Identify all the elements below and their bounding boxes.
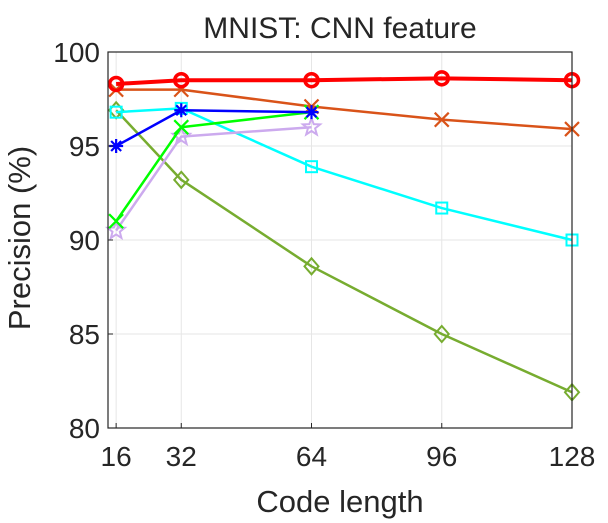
data-point — [433, 111, 450, 128]
series-line — [116, 76, 573, 86]
tick-layer: 16 32 64 96 128 80 85 90 95 100 — [53, 37, 595, 472]
data-point — [304, 105, 319, 120]
data-point — [435, 201, 449, 215]
series-line — [115, 109, 573, 394]
series-0 — [107, 100, 581, 402]
chart-title: MNIST: CNN feature — [203, 12, 476, 45]
series-1 — [109, 101, 579, 247]
data-point — [303, 256, 320, 276]
data-point — [433, 324, 451, 344]
x-tick-label: 32 — [166, 441, 197, 472]
data-point — [172, 170, 190, 190]
x-axis-label: Code length — [256, 484, 423, 519]
data-point — [305, 160, 319, 174]
series-layer — [104, 70, 581, 402]
data-point — [300, 115, 323, 137]
y-tick-label: 80 — [69, 413, 100, 444]
data-point — [173, 119, 190, 135]
data-point — [107, 75, 125, 93]
x-tick-label: 64 — [296, 441, 327, 472]
data-point — [109, 139, 124, 153]
series-line — [115, 125, 312, 232]
x-tick-label: 128 — [549, 441, 596, 472]
data-point — [303, 71, 320, 89]
data-point — [433, 70, 451, 87]
data-point — [173, 71, 190, 89]
data-point — [174, 103, 189, 118]
x-tick-label: 96 — [426, 441, 457, 472]
series-line — [116, 107, 573, 242]
x-tick-label: 16 — [101, 441, 132, 472]
y-tick-label: 100 — [53, 37, 100, 68]
y-tick-label: 95 — [69, 131, 100, 162]
series-5 — [109, 103, 319, 153]
y-axis-label: Precision (%) — [2, 146, 37, 330]
y-tick-label: 90 — [69, 225, 100, 256]
y-tick-label: 85 — [69, 319, 100, 350]
series-4 — [108, 104, 320, 229]
data-point — [108, 213, 124, 229]
series-6 — [107, 70, 581, 93]
data-point — [109, 105, 123, 119]
